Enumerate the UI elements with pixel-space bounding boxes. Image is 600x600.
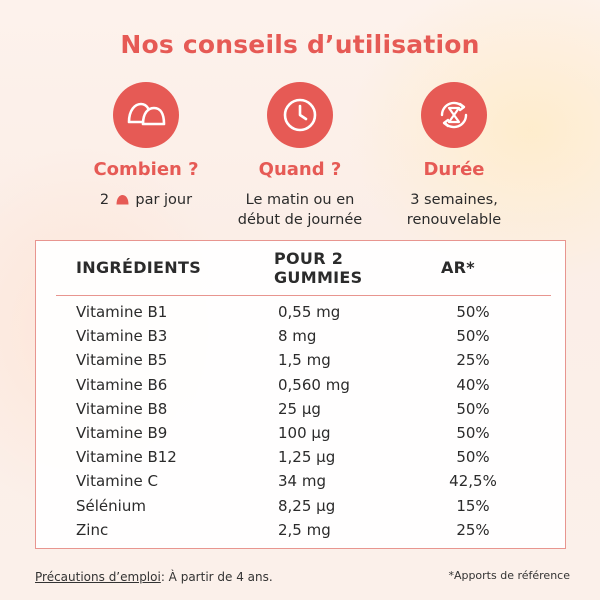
row-ar: 40% [456,375,490,394]
advice-quantity: Combien ? 2 par jour [46,82,246,211]
row-qty: 8,25 µg [278,496,336,515]
hourglass-refresh-icon [421,82,487,148]
clock-icon [267,82,333,148]
advice-text-quantity: 2 par jour [46,190,246,211]
quantity-number: 2 [99,192,110,208]
time-line-1: Le matin ou en [245,192,355,208]
row-qty: 100 µg [278,423,331,442]
row-name: Vitamine B8 [76,399,168,418]
row-name: Zinc [76,520,109,539]
row-name: Vitamine B9 [76,423,168,442]
advice-text-duration: 3 semaines, renouvelable [354,190,554,230]
table-row: Sélénium 8,25 µg 15% [36,495,565,519]
time-line-2: début de journée [237,212,363,228]
table-row: Vitamine B3 8 mg 50% [36,325,565,349]
table-row: Vitamine B8 25 µg 50% [36,398,565,422]
advice-row: Combien ? 2 par jour Quand ? Le matin ou… [0,82,600,228]
row-qty: 1,5 mg [278,351,331,370]
table-row: Vitamine B12 1,25 µg 50% [36,446,565,470]
title-prefix: Nos [120,30,183,59]
row-name: Vitamine C [76,472,158,491]
gummy-icon [113,82,179,148]
row-qty: 0,55 mg [278,303,341,321]
row-name: Vitamine B12 [76,448,177,467]
row-qty: 25 µg [278,399,321,418]
row-qty: 1,25 µg [278,448,336,467]
header-ingredients: INGRÉDIENTS [76,258,202,277]
row-ar: 25% [456,351,490,370]
row-ar: 25% [456,520,490,539]
row-name: Vitamine B6 [76,375,168,394]
row-name: Vitamine B3 [76,327,168,346]
row-ar: 50% [456,303,490,321]
table-row: Zinc 2,5 mg 25% [36,519,565,543]
row-name: Vitamine B5 [76,351,168,370]
quantity-unit: par jour [135,192,193,208]
row-qty: 34 mg [278,472,326,491]
title-bold: conseils d’utilisation [182,30,480,59]
precautions-note: Précautions d’emploi: À partir de 4 ans. [35,570,273,584]
row-ar: 50% [456,327,490,346]
table-header: INGRÉDIENTS POUR 2 GUMMIES AR* [36,241,565,297]
header-per-serving: POUR 2 GUMMIES [274,249,362,287]
row-ar: 42,5% [449,472,497,491]
duration-line-1: 3 semaines, [410,192,498,208]
small-gummy-icon [116,191,129,211]
precautions-label: Précautions d’emploi [35,570,161,584]
header-per-line-1: POUR 2 [274,249,344,268]
advice-heading-quantity: Combien ? [93,159,199,180]
table-row: Vitamine B9 100 µg 50% [36,422,565,446]
header-ar: AR* [441,258,475,277]
table-divider [56,295,551,296]
row-qty: 2,5 mg [278,520,331,539]
advice-heading-duration: Durée [423,159,485,180]
table-row: Vitamine B5 1,5 mg 25% [36,349,565,373]
row-name: Sélénium [76,496,146,515]
nutrition-table: INGRÉDIENTS POUR 2 GUMMIES AR* Vitamine … [35,240,566,549]
advice-heading-time: Quand ? [258,159,342,180]
precautions-text: : À partir de 4 ans. [160,570,273,584]
table-body: Vitamine B1 0,55 mg 50% Vitamine B3 8 mg 50%… [36,301,565,543]
row-qty: 0,560 mg [278,375,350,394]
row-qty: 8 mg [278,327,317,346]
table-row: Vitamine C 34 mg 42,5% [36,470,565,494]
header-per-line-2: GUMMIES [274,268,363,287]
duration-line-2: renouvelable [406,212,502,228]
row-ar: 50% [456,448,490,467]
row-ar: 50% [456,399,490,418]
row-name: Vitamine B1 [76,303,168,321]
advice-duration: Durée 3 semaines, renouvelable [354,82,554,230]
row-ar: 15% [456,496,490,515]
page-title: Nos conseils d’utilisation [0,30,600,59]
table-row: Vitamine B1 0,55 mg 50% [36,301,565,325]
row-ar: 50% [456,423,490,442]
table-row: Vitamine B6 0,560 mg 40% [36,374,565,398]
reference-note: *Apports de référence [448,569,570,582]
advice-text-time: Le matin ou en début de journée [200,190,400,230]
advice-time: Quand ? Le matin ou en début de journée [200,82,400,230]
